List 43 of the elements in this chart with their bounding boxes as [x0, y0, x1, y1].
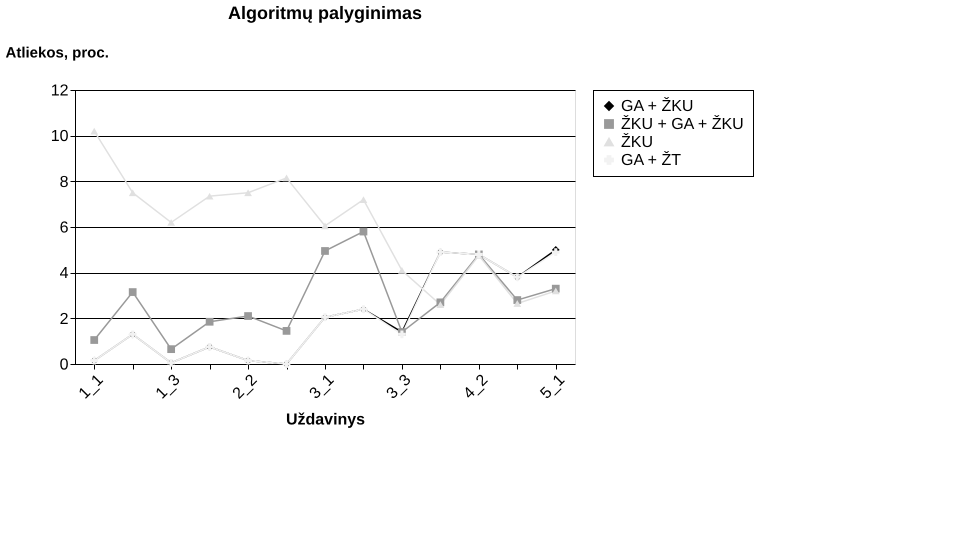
- point: [244, 189, 252, 196]
- point: [244, 312, 252, 320]
- y-tick-label: 4: [60, 265, 69, 282]
- x-tick-label: 1_1: [76, 371, 107, 402]
- x-tick-label: 2_2: [230, 371, 261, 402]
- point: [90, 336, 98, 344]
- x-tick-label: 3_1: [306, 371, 338, 402]
- point: [167, 345, 176, 354]
- y-tick-label: 12: [50, 82, 69, 100]
- y-tick-label: 8: [60, 174, 69, 191]
- y-tick-label: 10: [50, 128, 69, 146]
- point: [552, 248, 560, 256]
- point: [206, 318, 214, 326]
- point: [90, 128, 98, 134]
- x-tick-label: 1_3: [152, 371, 184, 402]
- point: [360, 228, 368, 236]
- point: [128, 189, 137, 196]
- point: [398, 267, 406, 274]
- x-axis-title: Uždavinys: [286, 412, 366, 429]
- point: [167, 219, 176, 226]
- legend-label: GA + ŽT: [621, 151, 682, 169]
- point: [436, 301, 444, 308]
- point: [282, 174, 290, 182]
- x-tick-label: 4_2: [460, 371, 492, 402]
- chart-title: Algoritmų palyginimas: [228, 3, 422, 23]
- legend-label: ŽKU + GA + ŽKU: [621, 115, 744, 133]
- y-tick-label: 0: [60, 356, 69, 374]
- point: [398, 330, 406, 338]
- point: [321, 247, 329, 255]
- y-tick-label: 6: [60, 220, 69, 236]
- x-tick-label: 3_3: [384, 371, 415, 402]
- point: [206, 192, 214, 200]
- point: [282, 327, 290, 335]
- x-tick-label: 5_1: [537, 371, 568, 402]
- point: [552, 288, 560, 294]
- legend-label: ŽKU: [621, 133, 653, 151]
- y-axis-title: Atliekos, proc.: [6, 44, 109, 62]
- point: [128, 288, 137, 296]
- point: [321, 222, 329, 230]
- y-tick-label: 2: [60, 310, 69, 328]
- point: [513, 300, 522, 307]
- legend-label: GA + ŽKU: [621, 97, 694, 115]
- point: [360, 196, 368, 203]
